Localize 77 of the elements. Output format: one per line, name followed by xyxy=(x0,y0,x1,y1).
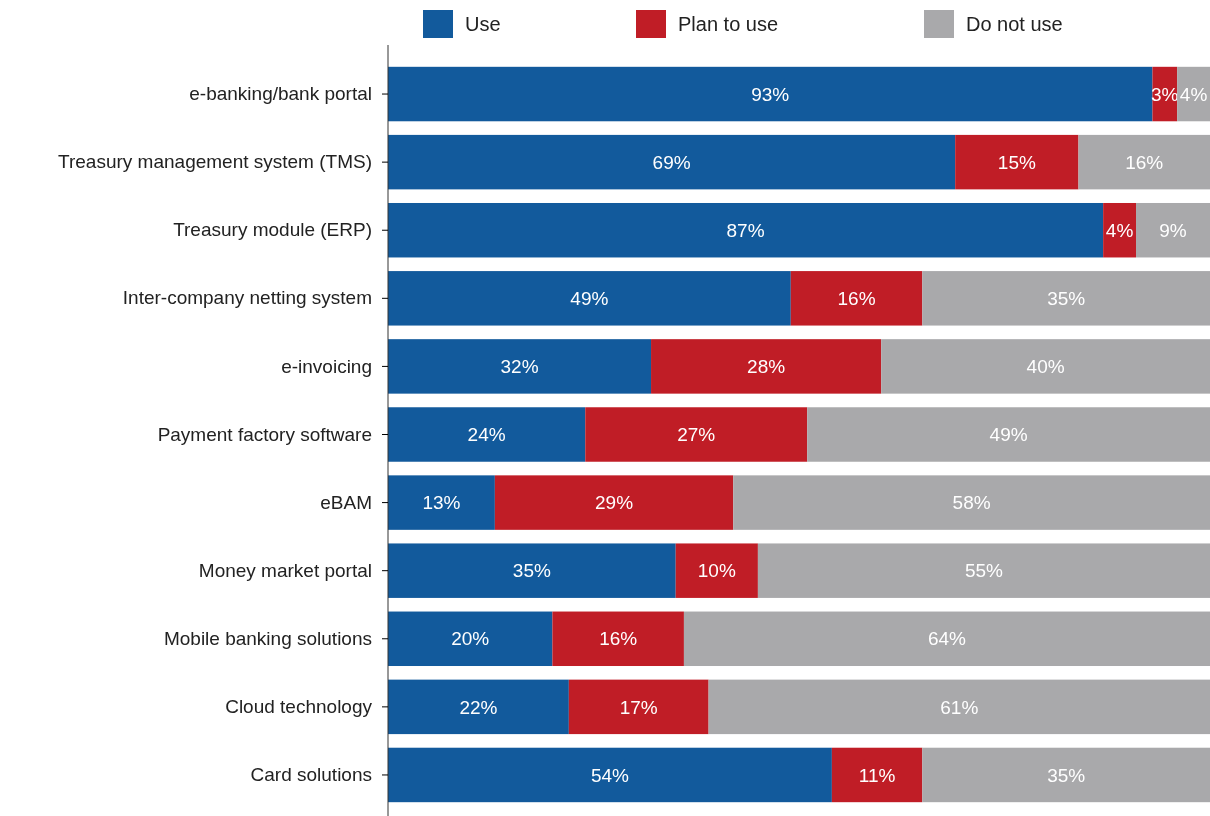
data-label: 10% xyxy=(697,560,736,582)
bar xyxy=(388,66,1153,122)
bar xyxy=(955,134,1079,190)
bar xyxy=(683,611,1210,667)
data-label: 16% xyxy=(1125,151,1164,173)
bar xyxy=(922,747,1210,803)
data-label: 35% xyxy=(1047,764,1086,786)
bar xyxy=(388,134,956,190)
data-label: 28% xyxy=(747,356,786,378)
data-label: 49% xyxy=(989,424,1028,446)
bar xyxy=(831,747,923,803)
legend-label: Use xyxy=(465,13,501,35)
bar xyxy=(388,679,569,735)
data-label: 55% xyxy=(964,560,1004,582)
y-tick-label: Card solutions xyxy=(250,764,372,786)
bar xyxy=(388,747,832,803)
bar xyxy=(651,339,882,394)
data-label: 9% xyxy=(1159,219,1187,241)
bar xyxy=(388,543,676,598)
data-label: 40% xyxy=(1026,356,1065,378)
legend-label: Plan to use xyxy=(678,13,779,35)
y-tick-label: Treasury management system (TMS) xyxy=(58,151,372,173)
data-label: 58% xyxy=(952,492,991,514)
data-label: 15% xyxy=(997,151,1036,173)
data-label: 3% xyxy=(1151,83,1179,105)
y-tick-label: Money market portal xyxy=(198,559,372,581)
y-tick-label: e-invoicing xyxy=(281,355,372,377)
data-label: 11% xyxy=(858,764,896,786)
bar xyxy=(757,543,1210,598)
data-label: 16% xyxy=(599,628,638,650)
legend-label: Do not use xyxy=(966,13,1063,35)
data-label: 32% xyxy=(500,356,539,378)
data-label: 24% xyxy=(467,424,506,446)
data-label: 17% xyxy=(619,696,658,718)
data-label: 35% xyxy=(512,560,551,582)
bar xyxy=(568,679,709,735)
bar xyxy=(388,475,495,530)
bar xyxy=(585,407,808,462)
data-label: 27% xyxy=(677,424,716,446)
data-label: 13% xyxy=(422,492,461,514)
data-label: 61% xyxy=(940,696,979,718)
data-label: 87% xyxy=(726,219,765,241)
data-label: 35% xyxy=(1047,287,1086,309)
data-label: 64% xyxy=(927,628,967,650)
bar xyxy=(675,543,758,598)
data-label: 20% xyxy=(451,628,490,650)
bar xyxy=(807,407,1210,462)
bar xyxy=(708,679,1210,735)
data-label: 54% xyxy=(590,764,630,786)
bar xyxy=(388,611,553,667)
y-tick-label: Payment factory software xyxy=(157,423,372,445)
bar xyxy=(733,475,1210,530)
bar xyxy=(494,475,734,530)
bar xyxy=(388,202,1104,258)
bar xyxy=(552,611,684,667)
bar xyxy=(388,407,586,462)
data-label: 4% xyxy=(1179,83,1208,105)
data-label: 16% xyxy=(837,287,876,309)
bar xyxy=(388,271,791,326)
y-tick-label: Inter-company netting system xyxy=(122,287,372,309)
data-label: 49% xyxy=(570,287,609,309)
y-tick-label: eBAM xyxy=(320,491,372,513)
bar xyxy=(922,271,1210,326)
bar xyxy=(1078,134,1210,190)
y-tick-label: Treasury module (ERP) xyxy=(173,219,372,241)
data-label: 4% xyxy=(1105,219,1134,241)
bar xyxy=(1136,202,1210,258)
bar xyxy=(790,271,923,326)
data-label: 22% xyxy=(459,696,498,718)
y-tick-label: Mobile banking solutions xyxy=(163,627,372,649)
data-label: 29% xyxy=(595,492,634,514)
data-label: 93% xyxy=(751,83,790,105)
bar xyxy=(881,339,1210,394)
y-tick-label: Cloud technology xyxy=(225,695,373,717)
data-label: 69% xyxy=(652,151,691,173)
y-tick-label: e-banking/bank portal xyxy=(189,83,372,105)
bar xyxy=(388,339,652,394)
